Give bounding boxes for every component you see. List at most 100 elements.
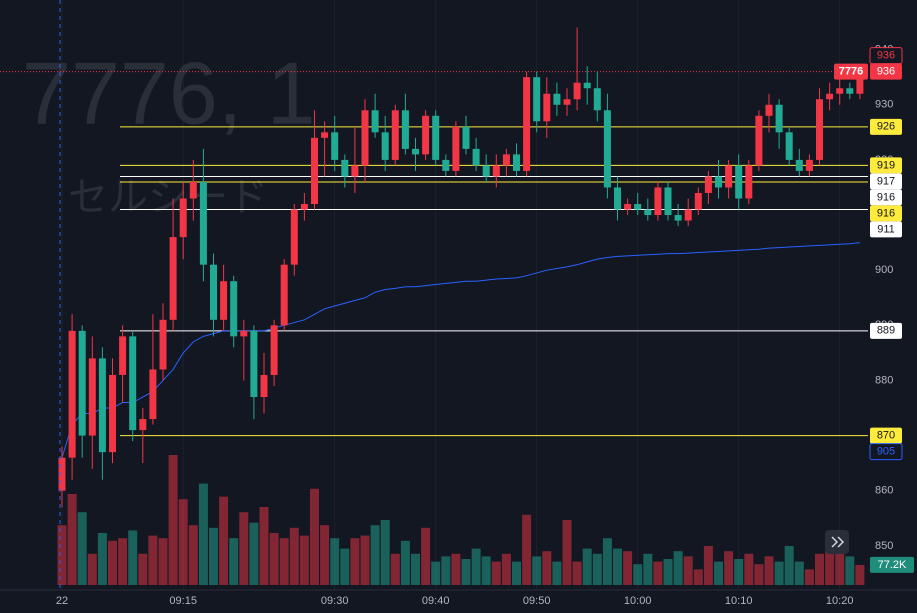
candle-body bbox=[826, 93, 834, 100]
volume-bar bbox=[522, 514, 532, 585]
volume-bar bbox=[744, 553, 754, 585]
volume-bar bbox=[764, 556, 774, 585]
volume-bar bbox=[158, 538, 168, 585]
candle-body bbox=[755, 115, 763, 166]
candle-body bbox=[250, 330, 258, 398]
price-label: 916 bbox=[877, 207, 895, 219]
candle-body bbox=[412, 148, 419, 155]
candle-body bbox=[361, 110, 369, 166]
candle-body bbox=[725, 165, 733, 188]
candle-body bbox=[816, 99, 823, 160]
volume-bar bbox=[754, 564, 764, 585]
price-label-box bbox=[870, 205, 902, 222]
candle-body bbox=[704, 176, 712, 193]
volume-bar bbox=[310, 488, 319, 585]
candle-body bbox=[331, 132, 339, 160]
volume-bar bbox=[724, 551, 734, 585]
price-label-box bbox=[870, 173, 902, 190]
volume-bar bbox=[825, 546, 835, 585]
volume-bar bbox=[804, 569, 814, 585]
candle-body bbox=[452, 126, 460, 171]
volume-bar bbox=[108, 540, 117, 585]
volume-bar bbox=[582, 548, 592, 585]
x-tick-label: 10:10 bbox=[725, 595, 753, 607]
volume-bar bbox=[350, 538, 360, 585]
volume-bar bbox=[835, 543, 845, 585]
volume-bar bbox=[249, 522, 259, 585]
volume-bar bbox=[602, 538, 612, 585]
volume bbox=[57, 455, 865, 585]
candle-body bbox=[624, 204, 632, 210]
candle-body bbox=[553, 93, 561, 105]
candle-body bbox=[482, 165, 490, 177]
volume-bar bbox=[784, 546, 794, 585]
candle-body bbox=[210, 264, 217, 320]
candle-body bbox=[270, 325, 278, 375]
volume-bar bbox=[178, 499, 188, 585]
candle-body bbox=[432, 115, 440, 160]
candle-body bbox=[199, 181, 207, 265]
price-label: 936 bbox=[877, 66, 895, 78]
volume-bar bbox=[633, 564, 643, 585]
candle-body bbox=[664, 187, 672, 216]
volume-bar bbox=[501, 553, 511, 585]
candle-body bbox=[735, 165, 743, 199]
scroll-icon[interactable] bbox=[831, 536, 845, 548]
candle-body bbox=[715, 176, 722, 188]
price-label: 936 bbox=[877, 50, 895, 62]
candle-body bbox=[139, 419, 147, 431]
candle-body bbox=[785, 132, 793, 160]
volume-bar bbox=[794, 561, 804, 585]
x-tick-label: 09:30 bbox=[321, 595, 349, 607]
volume-bar bbox=[380, 520, 390, 585]
price-label: 926 bbox=[877, 121, 895, 133]
candle-body bbox=[179, 198, 187, 238]
candle-body bbox=[78, 330, 86, 436]
candle-body bbox=[583, 82, 591, 89]
candle-body bbox=[462, 126, 470, 149]
price-label: 889 bbox=[877, 325, 895, 337]
volume-bar bbox=[229, 538, 239, 585]
volume-bar bbox=[572, 561, 582, 585]
candle-body bbox=[98, 358, 106, 453]
candle-body bbox=[240, 330, 248, 337]
volume-bar bbox=[87, 553, 97, 585]
volume-bar bbox=[845, 556, 855, 585]
symbol-label: 7776 bbox=[839, 66, 863, 78]
price-label: 917 bbox=[877, 175, 895, 187]
x-tick-label: 10:20 bbox=[826, 595, 854, 607]
candle-body bbox=[795, 159, 803, 171]
price-label-box bbox=[870, 157, 902, 174]
candle-body bbox=[502, 154, 510, 166]
candle-body bbox=[391, 110, 399, 160]
volume-bar bbox=[451, 553, 461, 585]
volume-bar bbox=[734, 559, 744, 585]
candle-body bbox=[805, 159, 813, 171]
candles bbox=[58, 27, 864, 508]
candle-body bbox=[321, 132, 329, 138]
volume-bar bbox=[279, 538, 289, 585]
y-tick-label: 880 bbox=[875, 374, 893, 386]
candle-body bbox=[300, 204, 308, 210]
volume-bar bbox=[269, 533, 279, 585]
volume-bar bbox=[714, 561, 723, 585]
volume-bar bbox=[148, 535, 158, 585]
volume-label-box bbox=[870, 556, 914, 573]
volume-bar bbox=[481, 556, 491, 585]
volume-bar bbox=[471, 548, 481, 585]
candle-body bbox=[290, 209, 298, 265]
volume-bar bbox=[592, 553, 602, 585]
volume-bar bbox=[77, 512, 87, 585]
price-label-box bbox=[870, 63, 902, 80]
candle-body bbox=[109, 374, 116, 453]
volume-bar bbox=[653, 561, 663, 585]
volume-bar bbox=[431, 561, 441, 585]
price-label: 905 bbox=[877, 446, 895, 458]
price-label-box bbox=[869, 443, 903, 461]
price-label-box bbox=[870, 427, 902, 444]
scroll-button[interactable] bbox=[825, 530, 849, 554]
candle-body bbox=[644, 209, 652, 216]
price-label: 911 bbox=[877, 223, 895, 235]
